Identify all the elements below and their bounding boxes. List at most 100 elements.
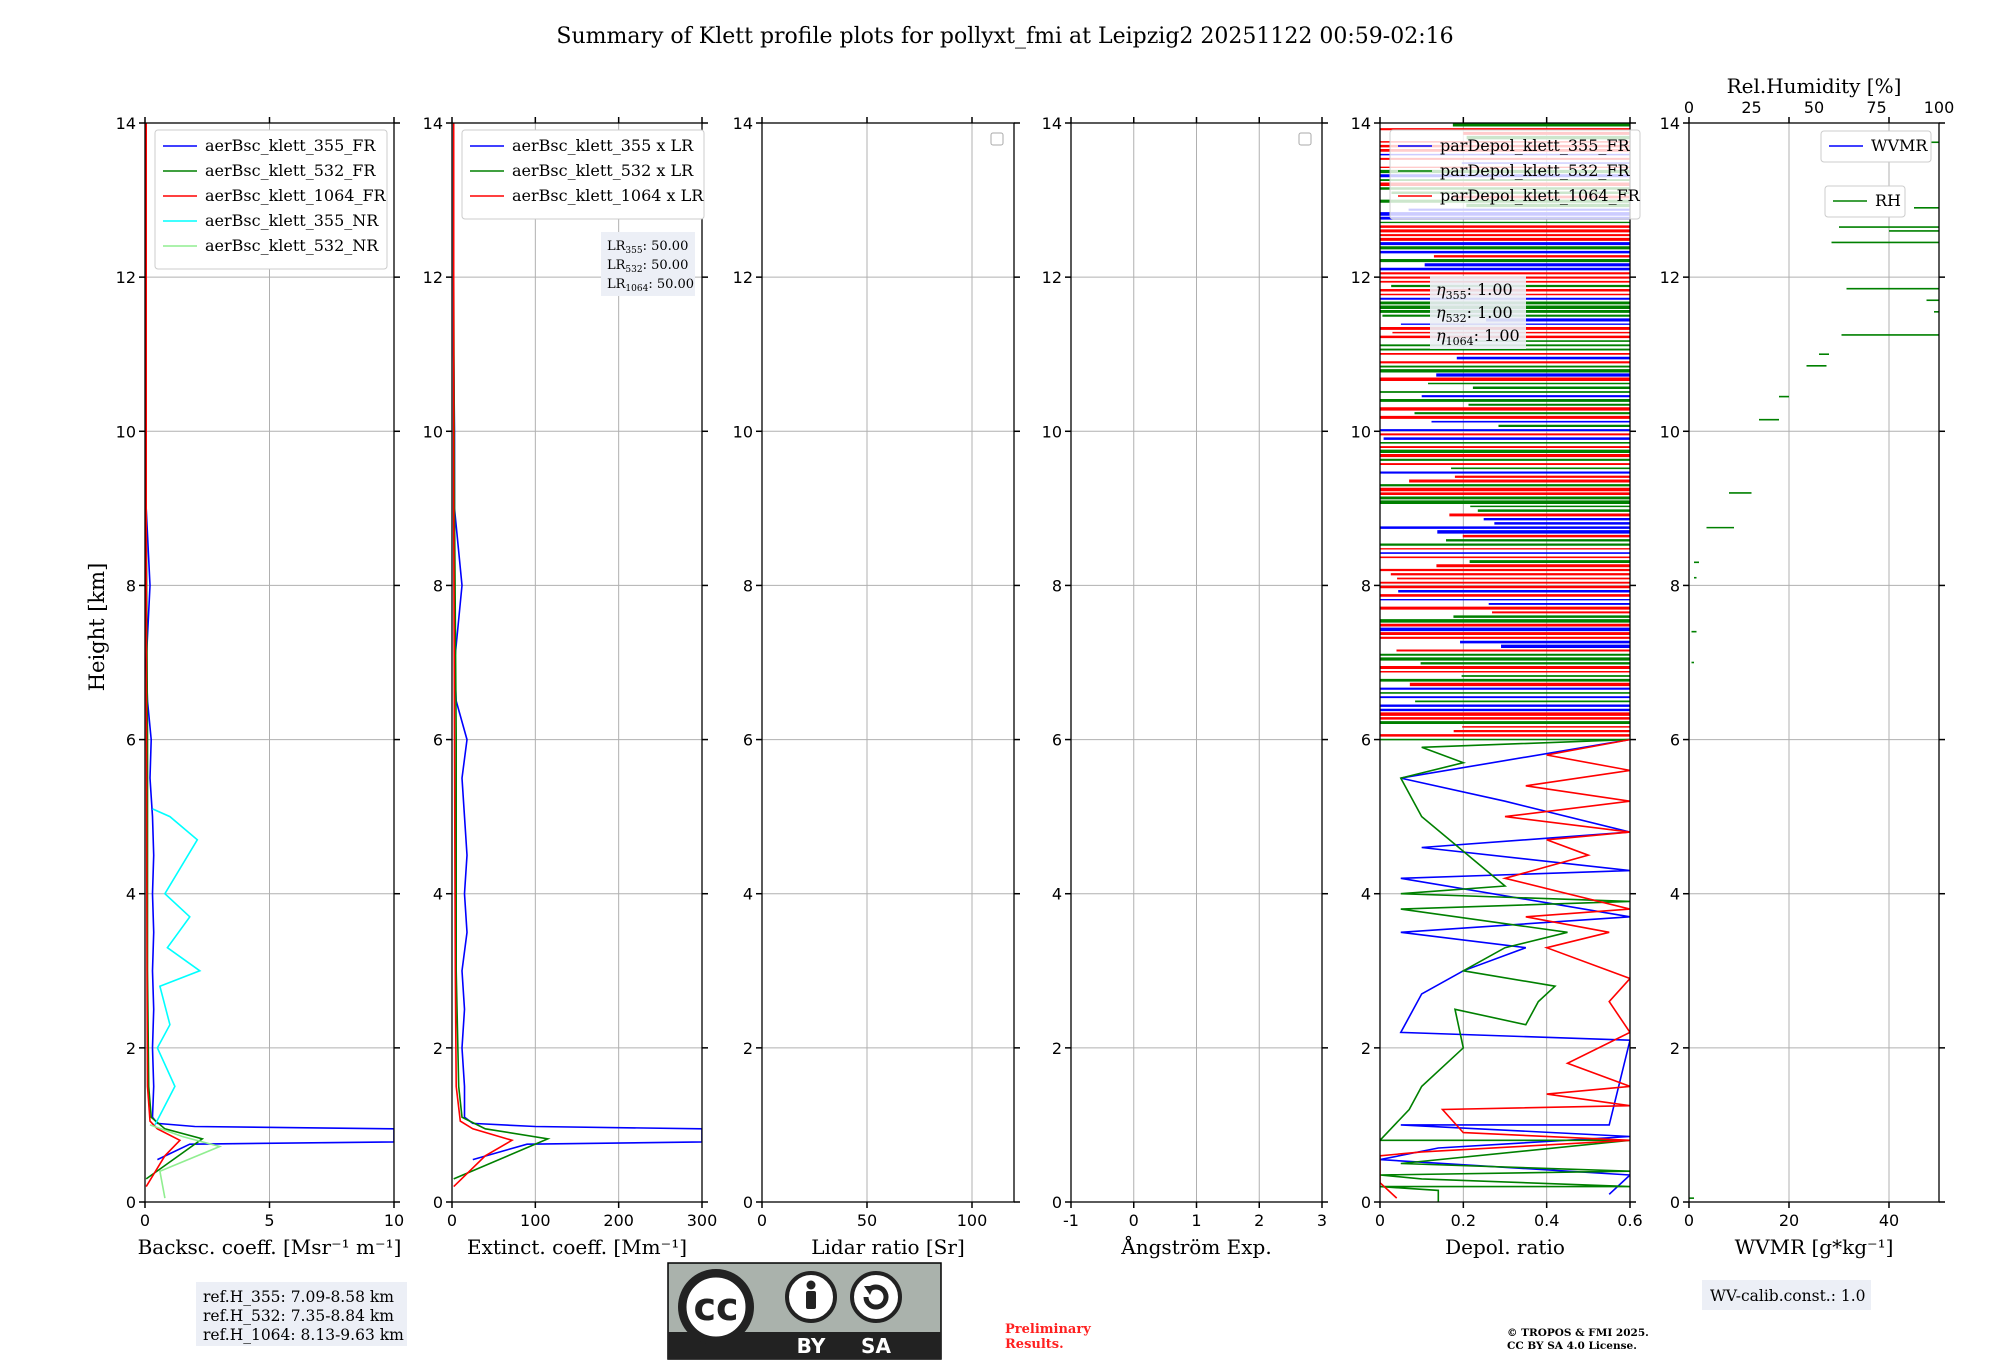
x-tick-label: -1 bbox=[1063, 1211, 1079, 1230]
y-tick-label: 0 bbox=[1052, 1193, 1062, 1212]
y-tick-label: 10 bbox=[733, 422, 753, 441]
x-axis-label: Backsc. coeff. [Msr⁻¹ m⁻¹] bbox=[138, 1235, 402, 1259]
x-tick-label: 0.6 bbox=[1617, 1211, 1642, 1230]
y-axis-label: Height [km] bbox=[85, 563, 109, 692]
y-tick-label: 6 bbox=[126, 731, 136, 750]
axes-frame bbox=[761, 122, 1015, 1203]
axes-frame bbox=[1688, 122, 1940, 1203]
y-tick-label: 0 bbox=[1670, 1193, 1680, 1212]
legend-label: parDepol_klett_355_FR bbox=[1440, 136, 1631, 155]
legend-box bbox=[461, 129, 705, 220]
legend-label: parDepol_klett_1064_FR bbox=[1440, 186, 1641, 205]
y-tick-label: 10 bbox=[1660, 422, 1680, 441]
y-tick-label: 8 bbox=[1052, 576, 1062, 595]
y-tick-label: 14 bbox=[1042, 114, 1062, 133]
x-axis-label: Ångström Exp. bbox=[1120, 1234, 1271, 1259]
annotation-line: LR532: 50.00 bbox=[607, 258, 688, 275]
panel-backscatter: 0 5 10 0 2 4 6 8 10 12 14 Backsc. coeff. [Msr⁻¹ m⁻¹… bbox=[116, 114, 405, 1259]
annotation-line: η355: 1.00 bbox=[1436, 280, 1513, 302]
secondary-x-axis-label: Rel.Humidity [%] bbox=[1727, 74, 1902, 98]
ref-height-355: ref.H_355: 7.09-8.58 km bbox=[203, 1288, 394, 1306]
y-tick-label: 8 bbox=[1670, 576, 1680, 595]
x-tick-label: 0.2 bbox=[1451, 1211, 1476, 1230]
y-tick-label: 14 bbox=[1351, 114, 1371, 133]
x-tick-label: 1 bbox=[1191, 1211, 1201, 1230]
secondary-x-tick-label: 25 bbox=[1741, 98, 1761, 117]
y-tick-label: 8 bbox=[433, 576, 443, 595]
y-tick-label: 4 bbox=[1361, 885, 1371, 904]
y-tick-label: 12 bbox=[733, 268, 753, 287]
x-tick-label: 0 bbox=[757, 1211, 767, 1230]
legend-label: RH bbox=[1875, 191, 1901, 210]
series-line-aerBsc_klett_532_FR bbox=[145, 123, 205, 1180]
legend-rh: RH bbox=[1824, 185, 1906, 218]
secondary-x-tick-label: 75 bbox=[1866, 98, 1886, 117]
y-tick-label: 0 bbox=[743, 1193, 753, 1212]
panel-extinction: 0 100 200 300 0 2 4 6 8 10 12 14 Extinct. coeff. [Mm… bbox=[423, 114, 718, 1259]
legend: parDepol_klett_355_FR parDepol_klett_532_… bbox=[1389, 129, 1641, 220]
cc-by-sa-badge[interactable]: cc BY SA bbox=[667, 1262, 942, 1360]
cc-logo-text: cc bbox=[693, 1285, 738, 1329]
x-tick-label: 100 bbox=[520, 1211, 551, 1230]
legend-label: aerBsc_klett_532 x LR bbox=[512, 161, 694, 180]
panel-wvmr: 0 20 40 0 2 4 6 8 10 12 14 WVMR [g*kg⁻¹] 0 25 50 75 100 R… bbox=[1660, 74, 1954, 1310]
y-tick-label: 14 bbox=[423, 114, 443, 133]
annotation-box bbox=[1702, 1280, 1871, 1310]
y-tick-label: 4 bbox=[1670, 885, 1680, 904]
x-tick-label: 0.4 bbox=[1534, 1211, 1559, 1230]
ref-heights-box: ref.H_355: 7.09-8.58 km ref.H_532: 7.35-… bbox=[196, 1282, 407, 1346]
wv-calib-annotation: WV-calib.const.: 1.0 bbox=[1702, 1280, 1871, 1310]
panel-lidar_ratio: 0 50 100 0 2 4 6 8 10 12 14 Lidar ratio [Sr] bbox=[733, 114, 1020, 1259]
annotation-box bbox=[601, 232, 695, 296]
copyright-line-2: CC BY SA 4.0 License. bbox=[1507, 1340, 1637, 1352]
badge-by-label: BY bbox=[797, 1334, 826, 1358]
series-line-parDepol_klett_532_FR bbox=[1380, 738, 1630, 1202]
x-tick-label: 5 bbox=[264, 1211, 274, 1230]
y-tick-label: 4 bbox=[743, 885, 753, 904]
panel-depol: 0 0.2 0.4 0.6 0 2 4 6 8 10 12 14 Depol. ratio parDepo… bbox=[1351, 114, 1643, 1259]
x-axis-label: Depol. ratio bbox=[1445, 1235, 1565, 1259]
legend-label: aerBsc_klett_532_FR bbox=[205, 161, 376, 180]
x-tick-label: 0 bbox=[1375, 1211, 1385, 1230]
y-tick-label: 12 bbox=[116, 268, 136, 287]
axes-frame bbox=[451, 122, 703, 1203]
series-line-aerBsc_klett_355_NR bbox=[152, 808, 202, 1126]
y-tick-label: 8 bbox=[743, 576, 753, 595]
legend-label: aerBsc_klett_532_NR bbox=[205, 236, 379, 255]
legend-box bbox=[154, 129, 388, 270]
y-tick-label: 10 bbox=[1351, 422, 1371, 441]
axes-frame bbox=[1379, 122, 1631, 1203]
x-tick-label: 0 bbox=[140, 1211, 150, 1230]
annotation-line: LR355: 50.00 bbox=[607, 239, 688, 256]
annotation-line: LR1064: 50.00 bbox=[607, 277, 694, 294]
y-tick-label: 8 bbox=[1361, 576, 1371, 595]
x-tick-label: 0 bbox=[447, 1211, 457, 1230]
plot-area bbox=[1689, 141, 1939, 1199]
annotation-line: WV-calib.const.: 1.0 bbox=[1710, 1287, 1866, 1305]
series-line-parDepol_klett_1064_FR bbox=[1380, 738, 1630, 1199]
y-tick-label: 14 bbox=[733, 114, 753, 133]
x-tick-label: 20 bbox=[1779, 1211, 1799, 1230]
y-tick-label: 6 bbox=[433, 731, 443, 750]
x-axis-label: Lidar ratio [Sr] bbox=[811, 1235, 965, 1259]
legend-label: WVMR bbox=[1871, 136, 1928, 155]
y-tick-label: 2 bbox=[433, 1039, 443, 1058]
annotation-line: η532: 1.00 bbox=[1436, 303, 1513, 325]
x-tick-label: 2 bbox=[1254, 1211, 1264, 1230]
y-tick-label: 12 bbox=[1660, 268, 1680, 287]
legend: aerBsc_klett_355 x LR aerBsc_klett_532 x … bbox=[461, 129, 705, 220]
y-tick-label: 2 bbox=[1361, 1039, 1371, 1058]
y-tick-label: 2 bbox=[743, 1039, 753, 1058]
legend-wvmr: WVMR bbox=[1820, 130, 1932, 163]
legend-label: aerBsc_klett_355_FR bbox=[205, 136, 376, 155]
figure-title: Summary of Klett profile plots for polly… bbox=[556, 24, 1453, 49]
y-tick-label: 2 bbox=[1670, 1039, 1680, 1058]
y-tick-label: 2 bbox=[1052, 1039, 1062, 1058]
y-tick-label: 4 bbox=[1052, 885, 1062, 904]
ref-height-532: ref.H_532: 7.35-8.84 km bbox=[203, 1307, 394, 1325]
copyright-line-1: © TROPOS & FMI 2025. bbox=[1507, 1327, 1649, 1339]
secondary-x-tick-label: 50 bbox=[1804, 98, 1824, 117]
empty-legend-box bbox=[990, 132, 1004, 146]
